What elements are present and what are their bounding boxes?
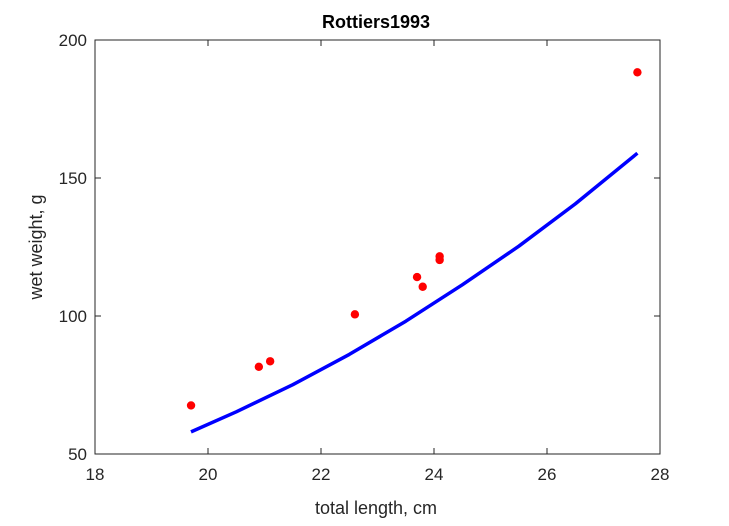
data-point: [186, 401, 196, 410]
plot-area-box: [94, 39, 661, 455]
y-tick-label: 150: [59, 169, 87, 188]
x-tick-label: 28: [651, 465, 670, 484]
data-point: [412, 272, 422, 282]
text-layer: Rottiers1993 total length, cm wet weight…: [26, 12, 437, 518]
x-tick-label: 22: [312, 465, 331, 484]
data-point: [254, 362, 264, 371]
data-point: [418, 282, 427, 291]
data-point: [633, 68, 642, 77]
x-tick-label: 24: [425, 465, 444, 484]
data-layer: [186, 68, 642, 434]
chart-title: Rottiers1993: [322, 12, 430, 32]
x-tick-label: 20: [199, 465, 218, 484]
data-point: [265, 357, 275, 366]
x-axis-label: total length, cm: [315, 498, 437, 518]
y-tick-label: 50: [68, 445, 87, 464]
axes-layer: 18 20 22 24 26 28 50 100 150 200: [59, 31, 670, 484]
y-tick-label: 200: [59, 31, 87, 50]
x-tick-label: 26: [538, 465, 557, 484]
data-point: [435, 255, 444, 265]
x-tick-label: 18: [86, 465, 105, 484]
data-point: [350, 310, 360, 319]
y-axis-label: wet weight, g: [26, 194, 46, 300]
y-tick-label: 100: [59, 307, 87, 326]
model-fit-line: [190, 151, 639, 434]
